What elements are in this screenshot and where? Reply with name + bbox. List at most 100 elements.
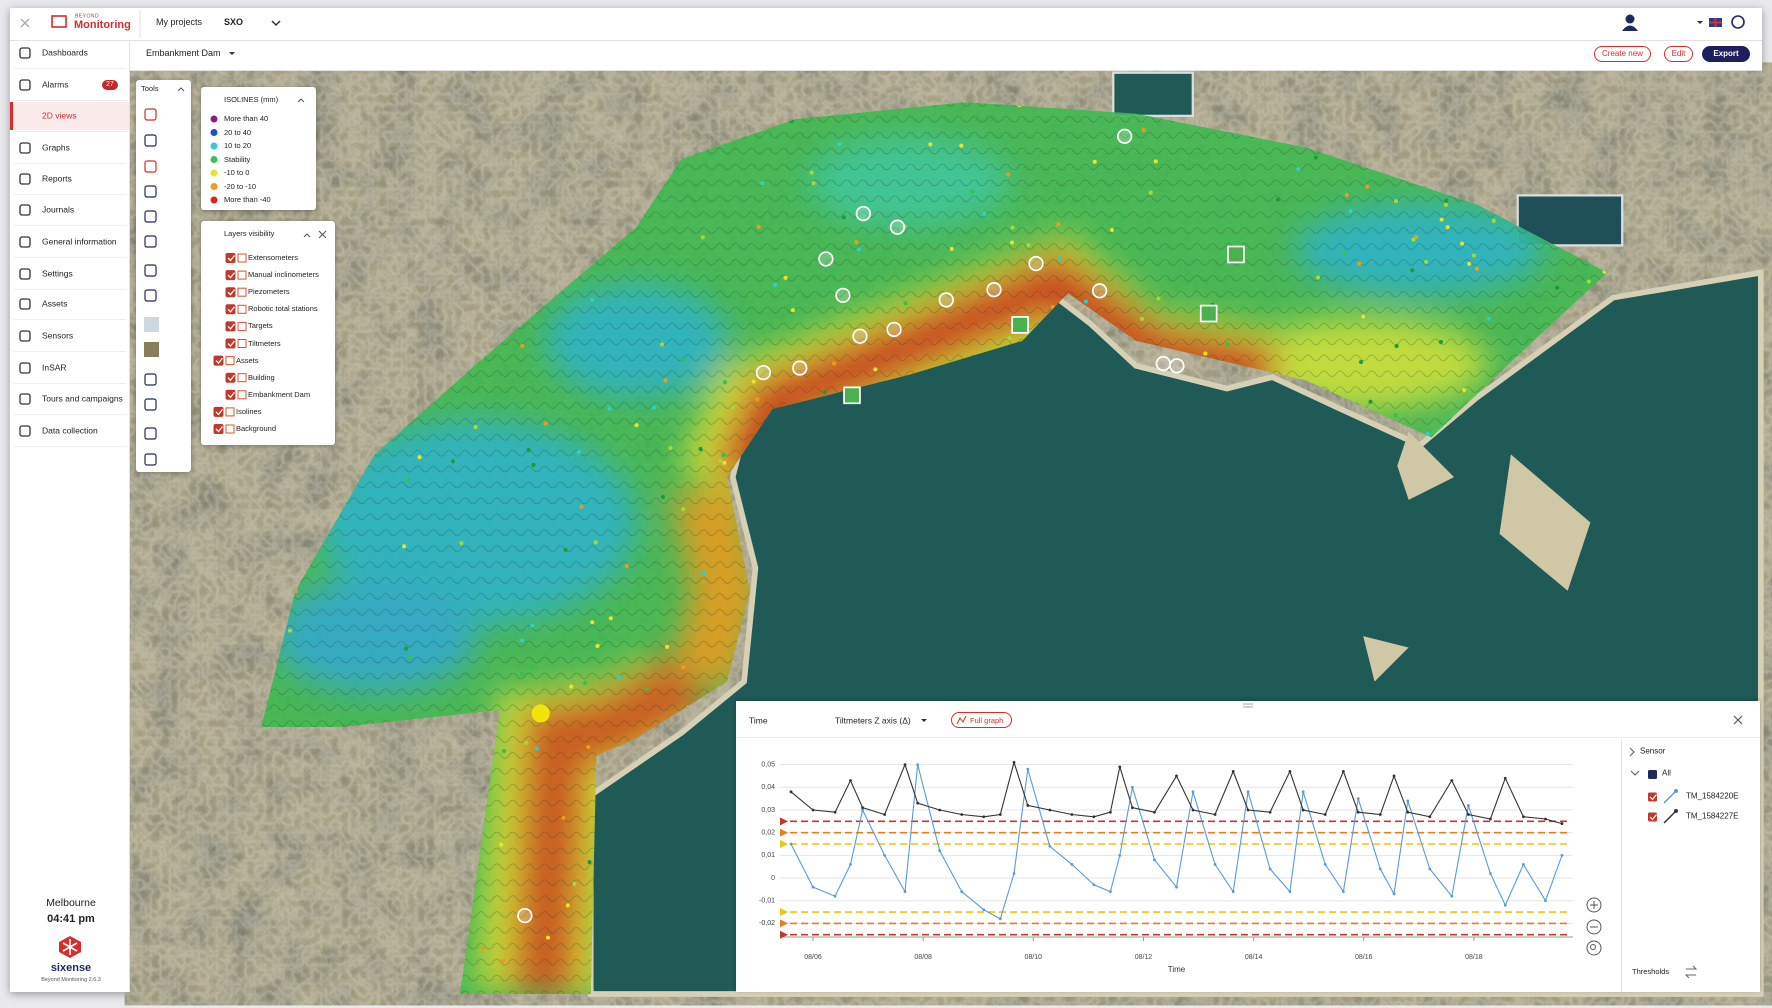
map-point[interactable] bbox=[660, 494, 666, 499]
nav-item[interactable]: Sensors bbox=[42, 330, 74, 341]
map-point[interactable] bbox=[563, 547, 568, 552]
view-selector[interactable]: Embankment Dam bbox=[146, 48, 221, 59]
map-point[interactable] bbox=[1491, 218, 1496, 223]
map-point[interactable] bbox=[1439, 217, 1444, 222]
map-point[interactable] bbox=[1586, 279, 1591, 284]
map-point[interactable] bbox=[1092, 159, 1097, 164]
map-point[interactable] bbox=[1486, 316, 1492, 321]
sensor-marker[interactable] bbox=[1091, 283, 1108, 299]
map-point[interactable] bbox=[681, 665, 686, 670]
nav-item[interactable]: Reports bbox=[42, 173, 72, 184]
map-point[interactable] bbox=[579, 504, 584, 509]
nav-item[interactable]: Data collection bbox=[42, 425, 98, 436]
map-point[interactable] bbox=[1467, 261, 1472, 266]
map-point[interactable] bbox=[1344, 192, 1349, 198]
layer-checkbox[interactable] bbox=[213, 355, 224, 366]
map-point[interactable] bbox=[856, 247, 861, 252]
map-point[interactable] bbox=[526, 448, 531, 453]
layer-label[interactable]: Background bbox=[236, 423, 277, 433]
map-point[interactable] bbox=[982, 211, 987, 216]
layer-label[interactable]: Manual inclinometers bbox=[248, 269, 319, 279]
project-selector[interactable]: SXO bbox=[224, 17, 244, 28]
time-tab[interactable]: Time bbox=[749, 715, 768, 726]
map-point[interactable] bbox=[770, 288, 775, 293]
map-point[interactable] bbox=[1203, 351, 1208, 356]
map-point[interactable] bbox=[721, 453, 726, 458]
map-point[interactable] bbox=[730, 405, 735, 410]
map-point[interactable] bbox=[760, 181, 765, 186]
layer-label[interactable]: Robotic total stations bbox=[248, 304, 318, 314]
sensor-marker[interactable] bbox=[855, 205, 872, 222]
nav-item[interactable]: Tours and campaigns bbox=[42, 393, 123, 404]
nav-item[interactable]: General information bbox=[42, 236, 117, 247]
map-point[interactable] bbox=[1444, 198, 1449, 203]
map-point[interactable] bbox=[459, 541, 464, 546]
map-point[interactable] bbox=[499, 842, 504, 847]
map-point[interactable] bbox=[1462, 388, 1467, 393]
map-point[interactable] bbox=[417, 455, 422, 460]
map-point[interactable] bbox=[545, 935, 551, 940]
layer-label[interactable]: Piezometers bbox=[248, 287, 290, 297]
layer-checkbox[interactable] bbox=[225, 321, 236, 332]
map-point[interactable] bbox=[1393, 413, 1398, 418]
layer-checkbox[interactable] bbox=[225, 287, 236, 298]
tool-button[interactable] bbox=[144, 160, 157, 173]
map-point[interactable] bbox=[1342, 251, 1347, 256]
map-point[interactable] bbox=[1057, 256, 1062, 261]
layer-checkbox[interactable] bbox=[225, 304, 236, 315]
layer-label[interactable]: Assets bbox=[236, 355, 259, 365]
map-point[interactable] bbox=[1443, 202, 1449, 208]
full-graph-button[interactable]: Full graph bbox=[951, 712, 1013, 728]
map-point[interactable] bbox=[608, 616, 613, 621]
tool-button[interactable] bbox=[144, 427, 157, 440]
map-point[interactable] bbox=[402, 544, 407, 549]
nav-item[interactable]: Settings bbox=[42, 268, 73, 279]
chart-zoom-button[interactable] bbox=[1586, 940, 1602, 956]
map-point[interactable] bbox=[593, 540, 598, 545]
map-point[interactable] bbox=[1026, 243, 1031, 248]
map-point[interactable] bbox=[473, 425, 478, 430]
layer-label[interactable]: Tiltmeters bbox=[248, 338, 281, 348]
sensor-all[interactable]: All bbox=[1662, 768, 1671, 778]
sensor-checkbox[interactable] bbox=[1648, 812, 1657, 822]
sensor-marker[interactable] bbox=[938, 292, 954, 308]
map-point[interactable] bbox=[903, 301, 908, 306]
tool-button[interactable] bbox=[144, 108, 157, 121]
map-point[interactable] bbox=[407, 655, 412, 660]
map-point[interactable] bbox=[543, 421, 548, 426]
layer-checkbox[interactable] bbox=[213, 424, 224, 434]
map-point[interactable] bbox=[772, 282, 778, 287]
map-point[interactable] bbox=[1296, 166, 1301, 171]
map-point[interactable] bbox=[586, 744, 591, 750]
map-point[interactable] bbox=[1471, 253, 1476, 258]
map-point[interactable] bbox=[698, 447, 703, 452]
my-projects-link[interactable]: My projects bbox=[156, 17, 203, 28]
map-point[interactable] bbox=[1006, 172, 1011, 177]
map-point[interactable] bbox=[1424, 259, 1429, 264]
map-point[interactable] bbox=[959, 143, 964, 148]
map-point[interactable] bbox=[1438, 339, 1443, 345]
sensor-marker[interactable] bbox=[886, 321, 902, 338]
map-point[interactable] bbox=[1007, 336, 1012, 341]
map-point[interactable] bbox=[1140, 316, 1145, 321]
sensor-marker[interactable] bbox=[792, 360, 808, 376]
map-point[interactable] bbox=[1393, 199, 1398, 204]
layer-checkbox[interactable] bbox=[225, 372, 236, 383]
map-point[interactable] bbox=[1364, 184, 1370, 189]
map-point[interactable] bbox=[1555, 285, 1560, 290]
map-point[interactable] bbox=[1313, 155, 1318, 160]
map-point[interactable] bbox=[837, 142, 842, 147]
map-point[interactable] bbox=[1062, 189, 1067, 194]
map-point[interactable] bbox=[1368, 399, 1373, 404]
map-point[interactable] bbox=[651, 405, 656, 410]
tool-button[interactable] bbox=[144, 289, 157, 302]
map-point[interactable] bbox=[841, 215, 846, 220]
map-point[interactable] bbox=[1359, 359, 1364, 365]
zoom-button[interactable] bbox=[144, 398, 157, 411]
map-point[interactable] bbox=[663, 378, 668, 383]
map-point[interactable] bbox=[569, 684, 574, 689]
map-point[interactable] bbox=[529, 665, 534, 670]
layer-checkbox[interactable] bbox=[225, 338, 236, 349]
nav-item[interactable]: Alarms bbox=[42, 79, 69, 90]
layer-label[interactable]: Extensometers bbox=[248, 252, 299, 262]
